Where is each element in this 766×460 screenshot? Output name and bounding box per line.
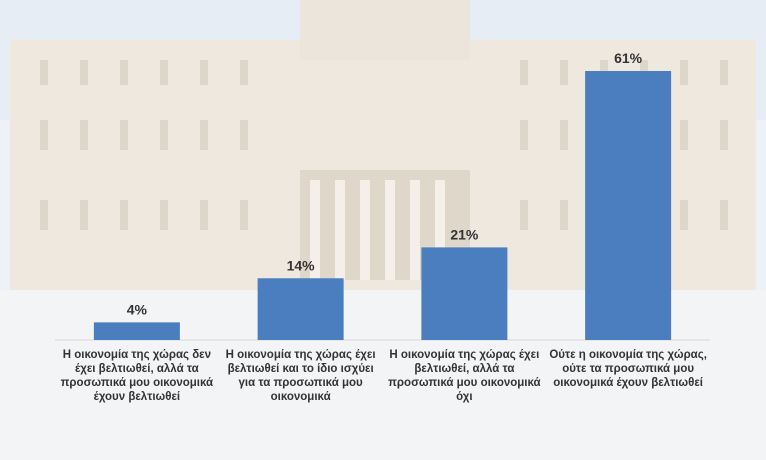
bar [257,278,344,340]
bar [421,247,508,340]
x-tick-label: Η οικονομία της χώρας δεν έχει βελτιωθεί… [60,349,214,403]
bar [93,322,180,340]
data-label: 14% [287,257,316,273]
data-label: 4% [127,301,148,317]
bar [585,71,672,340]
data-label: 61% [614,50,643,66]
x-tick-label: Η οικονομία της χώρας έχει βελτιωθεί, αλ… [388,349,541,403]
data-label: 21% [450,226,479,242]
x-tick-label: Ούτε η οικονομία της χώρας, ούτε τα προσ… [549,349,707,389]
x-tick-label: Η οικονομία της χώρας έχει βελτιωθεί και… [225,349,376,403]
